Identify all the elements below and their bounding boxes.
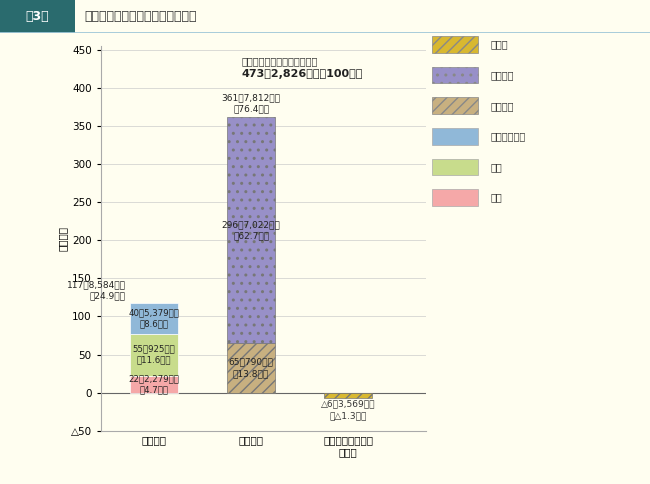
Bar (227, 117, 276, 343)
Text: △6兆3,569億円
（△1.3％）: △6兆3,569億円 （△1.3％） (321, 400, 376, 420)
Bar (227, 343, 276, 393)
Bar (130, 334, 178, 376)
Text: 純輸出: 純輸出 (491, 39, 508, 49)
Bar (432, 36, 478, 53)
Bar (0, 0, 75, 33)
Bar (324, 393, 372, 397)
Bar (432, 189, 478, 206)
Text: 40兆5,379億円
（8.6％）: 40兆5,379億円 （8.6％） (129, 308, 179, 328)
Bar (432, 67, 478, 83)
Bar (432, 97, 478, 114)
Bar (432, 128, 478, 145)
Text: 第3図: 第3図 (25, 10, 49, 23)
Text: 117兆8,584億円
（24.9％）: 117兆8,584億円 （24.9％） (67, 280, 126, 301)
Text: 55兆925億円
（11.6％）: 55兆925億円 （11.6％） (133, 345, 176, 365)
Bar (130, 303, 178, 334)
Text: 国内総生産（支出側、名目）: 国内総生産（支出側、名目） (241, 56, 318, 66)
Bar (130, 376, 178, 393)
Bar (432, 159, 478, 175)
Text: 65兆790億円
（13.8％）: 65兆790億円 （13.8％） (229, 358, 274, 378)
Text: 企業部門: 企業部門 (491, 101, 514, 111)
Text: 地方: 地方 (491, 162, 502, 172)
Text: 家計部門: 家計部門 (491, 70, 514, 80)
Text: 社会保障基金: 社会保障基金 (491, 131, 526, 141)
Text: 361兆7,812億円
（76.4％）: 361兆7,812億円 （76.4％） (222, 93, 281, 113)
Text: 473兆2,826億円（100％）: 473兆2,826億円（100％） (241, 69, 363, 79)
Text: 296兆7,022億円
（62.7％）: 296兆7,022億円 （62.7％） (222, 220, 281, 240)
Y-axis label: （兆円）: （兆円） (58, 226, 68, 251)
Text: 国内総生産（支出側）と地方財政: 国内総生産（支出側）と地方財政 (84, 10, 197, 23)
Text: 22兆2,279億円
（4.7％）: 22兆2,279億円 （4.7％） (129, 374, 179, 394)
Text: 中央: 中央 (491, 193, 502, 203)
